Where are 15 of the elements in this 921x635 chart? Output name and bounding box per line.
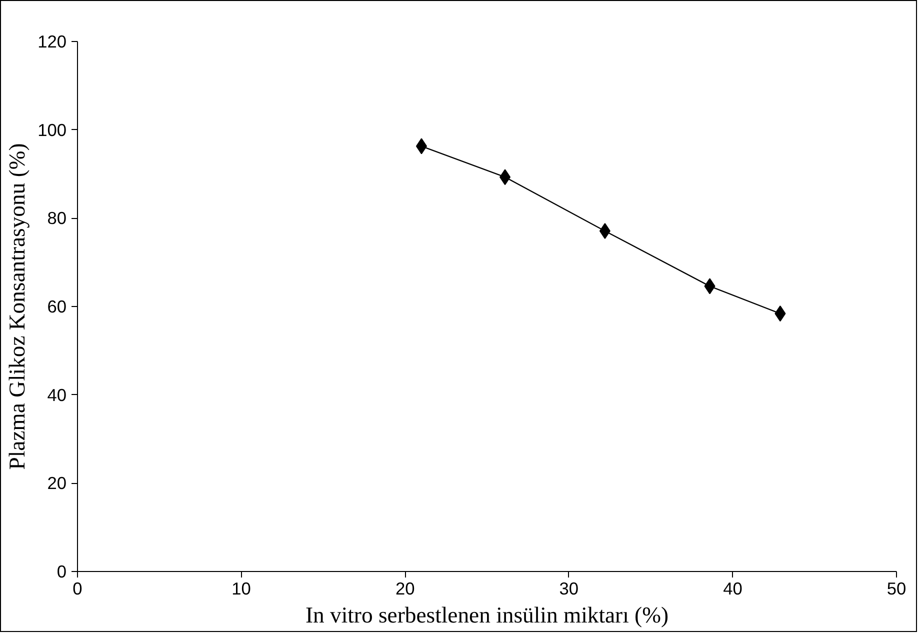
x-tick-label: 10 <box>232 578 251 598</box>
y-tick-label: 80 <box>47 208 67 228</box>
y-tick-label: 120 <box>38 32 67 52</box>
x-tick-label: 50 <box>886 578 906 598</box>
y-tick-label: 100 <box>38 120 67 140</box>
x-tick-label: 30 <box>559 578 579 598</box>
x-tick-label: 40 <box>723 578 742 598</box>
x-axis-title: In vitro serbestlenen insülin miktarı (%) <box>305 602 669 628</box>
y-axis-title: Plazma Glikoz Konsantrasyonu (%) <box>4 143 30 470</box>
y-tick-label: 60 <box>47 296 67 316</box>
x-tick-label: 20 <box>395 578 415 598</box>
x-tick-label: 0 <box>72 578 82 598</box>
y-tick-label: 40 <box>47 384 67 405</box>
y-tick-label: 0 <box>56 562 67 582</box>
y-tick-label: 20 <box>47 473 67 494</box>
